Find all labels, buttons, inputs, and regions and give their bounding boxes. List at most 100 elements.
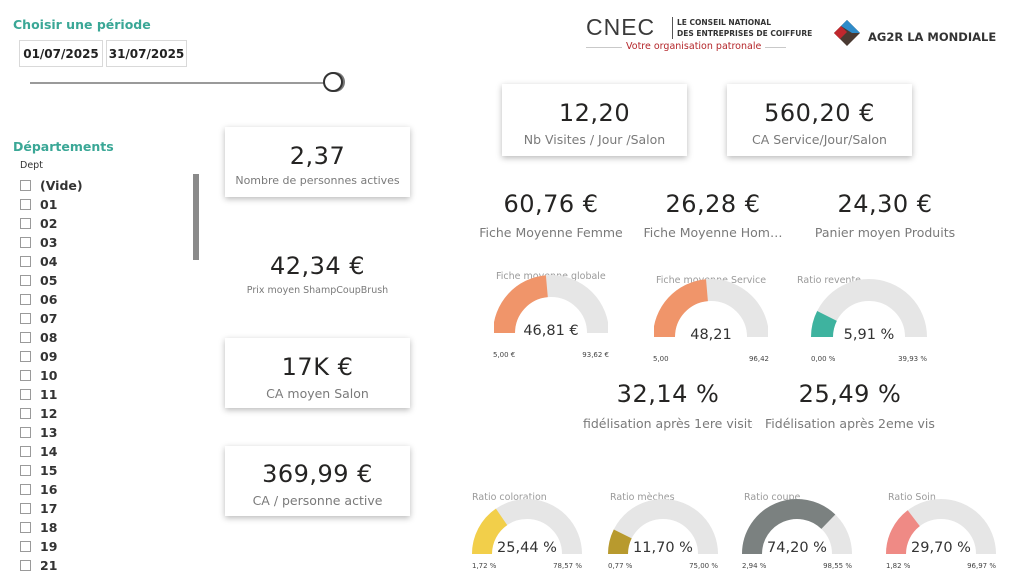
dept-item[interactable]: 13 [20,423,83,442]
end-date-input[interactable]: 31/07/2025 [106,40,187,67]
gauge-min-label: 1,72 % [472,562,497,570]
dept-checkbox[interactable] [20,351,31,362]
kpi-label: fidélisation après 1ere visite [583,416,753,431]
dept-item[interactable]: 10 [20,366,83,385]
dept-checkbox[interactable] [20,427,31,438]
dept-label: 18 [40,520,58,535]
dept-checkbox[interactable] [20,275,31,286]
dept-item[interactable]: 09 [20,347,83,366]
gauge-title: Ratio coupe [744,492,801,503]
kpi-label: Fiche Moyenne Femme [479,225,623,240]
kpi-value: 12,20 [558,99,631,127]
dept-label: 19 [40,539,58,554]
cnec-logo-mark: CNEC [586,14,656,40]
kpi-card-ca-service: 560,20 € CA Service/Jour/Salon [727,84,912,156]
dept-label: (Vide) [40,178,83,193]
dept-item[interactable]: 17 [20,499,83,518]
gauge-min-label: 0,00 % [811,355,836,363]
dept-label: 07 [40,311,58,326]
kpi-value: 60,76 € [503,190,599,218]
dept-item[interactable]: 16 [20,480,83,499]
dept-checkbox[interactable] [20,522,31,533]
kpi-label: Nombre de personnes actives [235,174,400,187]
departments-title: Départements [13,139,114,154]
cnec-tagline: Votre organisation patronale [622,41,766,52]
dept-item[interactable]: 19 [20,537,83,556]
gauge-value: 74,20 % [767,540,827,556]
dept-checkbox[interactable] [20,503,31,514]
gauge-max-label: 78,57 % [553,562,582,570]
kpi-value: 42,34 € [269,252,366,280]
period-title: Choisir une période [13,17,151,32]
gauge-title: Ratio Soin [888,492,936,503]
kpi-label: CA / personne active [252,493,383,508]
dept-checkbox[interactable] [20,541,31,552]
kpi-fidelisation-1: 32,14 % fidélisation après 1ere visite [583,380,753,431]
dept-item[interactable]: 04 [20,252,83,271]
dept-checkbox[interactable] [20,370,31,381]
gauge-title: Ratio coloration [472,492,547,503]
dept-item[interactable]: 03 [20,233,83,252]
dept-checkbox[interactable] [20,408,31,419]
dept-item[interactable]: 15 [20,461,83,480]
gauge-max-label: 96,97 % [967,562,996,570]
dept-checkbox[interactable] [20,218,31,229]
dept-checkbox[interactable] [20,256,31,267]
dept-checkbox[interactable] [20,446,31,457]
dept-checkbox[interactable] [20,465,31,476]
kpi-fiche-femme: 60,76 € Fiche Moyenne Femme [478,190,624,240]
dept-label: 02 [40,216,58,231]
kpi-value: 17K € [281,353,354,381]
gauge-fiche-service: Fiche moyenne Service 48,21 5,00 96,42 [653,275,769,367]
dept-checkbox[interactable] [20,313,31,324]
dept-item[interactable]: 12 [20,404,83,423]
period-slider-handle[interactable] [323,72,343,92]
gauge-title: Ratio revente [797,275,862,286]
dept-label: 04 [40,254,58,269]
dept-checkbox[interactable] [20,389,31,400]
gauge-svg [494,275,608,334]
dept-checkbox[interactable] [20,180,31,191]
dept-item[interactable]: 18 [20,518,83,537]
dept-item[interactable]: 02 [20,214,83,233]
ag2r-logo-text: AG2R LA MONDIALE [868,30,997,44]
ag2r-logo-icon [832,18,862,48]
gauge-min-label: 5,00 [653,355,669,363]
dept-item[interactable]: 21 [20,556,83,575]
dept-label: 08 [40,330,58,345]
dept-item[interactable]: 06 [20,290,83,309]
dept-item[interactable]: (Vide) [20,176,83,195]
dept-checkbox[interactable] [20,237,31,248]
period-slider-track[interactable] [30,82,336,84]
kpi-value: 2,37 [289,142,346,170]
kpi-label: Prix moyen ShampCoupBrush [246,285,389,296]
gauge-value: 5,91 % [843,327,895,343]
gauge-max-label: 96,42 [748,355,769,363]
dept-label: 09 [40,349,58,364]
dept-item[interactable]: 01 [20,195,83,214]
dept-checkbox[interactable] [20,560,31,571]
dept-checkbox[interactable] [20,294,31,305]
dept-label: 01 [40,197,58,212]
dept-scrollbar[interactable] [193,174,199,260]
dept-label: 13 [40,425,58,440]
kpi-panier-produits: 24,30 € Panier moyen Produits [810,190,960,240]
dept-item[interactable]: 05 [20,271,83,290]
kpi-value: 24,30 € [837,190,933,218]
gauge-ratio-meches: Ratio mèches 11,70 % 0,77 % 75,00 % [608,492,718,582]
dept-field-label: Dept [20,160,43,171]
dept-label: 17 [40,501,58,516]
dept-item[interactable]: 11 [20,385,83,404]
gauge-max-label: 98,55 % [823,562,852,570]
dept-checkbox[interactable] [20,484,31,495]
dept-checkbox[interactable] [20,332,31,343]
dept-checkbox[interactable] [20,199,31,210]
dept-item[interactable]: 08 [20,328,83,347]
start-date-input[interactable]: 01/07/2025 [19,40,103,67]
dept-label: 10 [40,368,58,383]
kpi-card-visites: 12,20 Nb Visites / Jour /Salon [502,84,687,156]
dept-item[interactable]: 14 [20,442,83,461]
dept-item[interactable]: 07 [20,309,83,328]
gauge-max-label: 75,00 % [689,562,718,570]
kpi-value: 25,49 % [798,380,902,408]
